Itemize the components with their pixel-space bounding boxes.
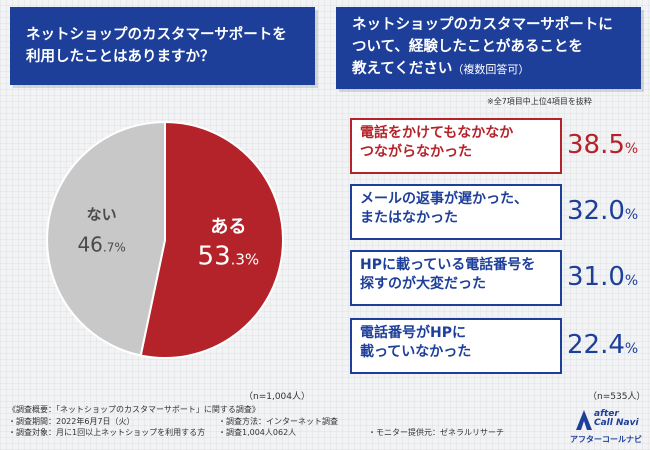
ranking-value-4: 22.4% xyxy=(567,330,639,360)
left-question-banner: ネットショップのカスタマーサポートを 利用したことはありますか？ xyxy=(10,7,315,85)
ranking-item-3: HPに載っている電話番号を 探すのが大変だった xyxy=(350,250,562,306)
pie-label-yes: ある xyxy=(210,217,246,238)
footer-row-2: ・調査期間：2022年6月7日（火） ・調査方法：インターネット調査 xyxy=(8,416,568,428)
logo-name-en: after Call Navi xyxy=(594,409,639,429)
pie-chart: ある 53.3% ない 46.7% xyxy=(46,120,284,359)
survey-method: ・調査方法：インターネット調査 xyxy=(218,416,338,426)
right-question-text: ネットショップのカスタマーサポートに ついて、経験したことがあることを 教えてく… xyxy=(352,15,613,80)
top-items-note: ※全7項目中上位4項目を抜粋 xyxy=(487,97,592,106)
pie-value-yes: 53.3% xyxy=(198,242,260,272)
survey-overview: 《調査概要：「ネットショップのカスタマーサポート」に関する調査》 xyxy=(8,405,260,414)
right-question-suffix: （複数回答可） xyxy=(452,62,530,76)
footer-row-1: 《調査概要：「ネットショップのカスタマーサポート」に関する調査》 xyxy=(8,404,568,416)
survey-respondents: ・調査1,004人062人 xyxy=(218,428,297,438)
ranking-value-1: 38.5% xyxy=(567,130,639,160)
ranking-item-1: 電話をかけてもなかなか つながらなかった xyxy=(350,118,562,174)
pie-slice-no xyxy=(46,120,166,357)
footer-row-3: ・調査対象：月に1回以上ネットショップを利用する方 ・調査1,004人062人 ・モ… xyxy=(8,427,568,439)
survey-provider: ・モニター提供元：ゼネラルリサーチ xyxy=(368,428,504,438)
survey-footer: 《調査概要：「ネットショップのカスタマーサポート」に関する調査》 ・調査期間：2… xyxy=(8,404,568,448)
right-question-main: ネットショップのカスタマーサポートに ついて、経験したことがあることを 教えてく… xyxy=(352,17,613,77)
ranking-value-2: 32.0% xyxy=(567,196,639,226)
pie-value-no: 46.7% xyxy=(77,232,125,256)
survey-target: ・調査対象：月に1回以上ネットショップを利用する方 xyxy=(8,428,206,438)
pie-label-no: ない xyxy=(87,205,117,223)
pie-slice-yes xyxy=(139,120,284,359)
ranking-value-3: 31.0% xyxy=(567,262,639,292)
ranking-sample-size: （n=535人） xyxy=(588,392,646,402)
left-question-text: ネットショップのカスタマーサポートを 利用したことはありますか？ xyxy=(26,26,287,65)
logo-mark-icon xyxy=(576,410,592,430)
right-question-banner: ネットショップのカスタマーサポートに ついて、経験したことがあることを 教えてく… xyxy=(336,7,641,89)
after-call-navi-logo: after Call Navi アフターコールナビ xyxy=(570,406,646,446)
ranking-item-4: 電話番号がHPに 載っていなかった xyxy=(350,318,562,374)
pie-sample-size: （n=1,004人） xyxy=(244,392,311,402)
logo-name-jp: アフターコールナビ xyxy=(570,435,642,444)
ranking-item-2: メールの返事が遅かった、 またはなかった xyxy=(350,184,562,240)
survey-period: ・調査期間：2022年6月7日（火） xyxy=(8,416,135,426)
